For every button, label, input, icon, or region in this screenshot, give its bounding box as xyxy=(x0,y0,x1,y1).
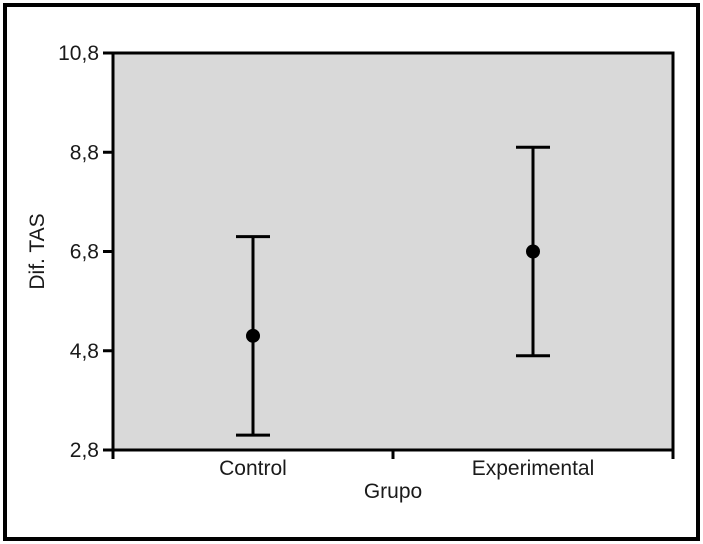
mean-marker-experimental xyxy=(526,244,540,259)
x-category-label: Experimental xyxy=(472,457,595,480)
x-axis-title: Grupo xyxy=(364,480,422,503)
y-tick-label: 10,8 xyxy=(58,42,99,65)
plot-area xyxy=(111,51,675,452)
y-tick-label: 4,8 xyxy=(70,340,99,363)
x-category-label: Control xyxy=(219,457,287,480)
y-axis-title: Dif. TAS xyxy=(26,213,49,289)
y-tick-label: 8,8 xyxy=(70,141,99,164)
y-tick-label: 6,8 xyxy=(70,241,99,264)
mean-marker-control xyxy=(246,328,260,343)
y-tick-label: 2,8 xyxy=(70,439,99,462)
